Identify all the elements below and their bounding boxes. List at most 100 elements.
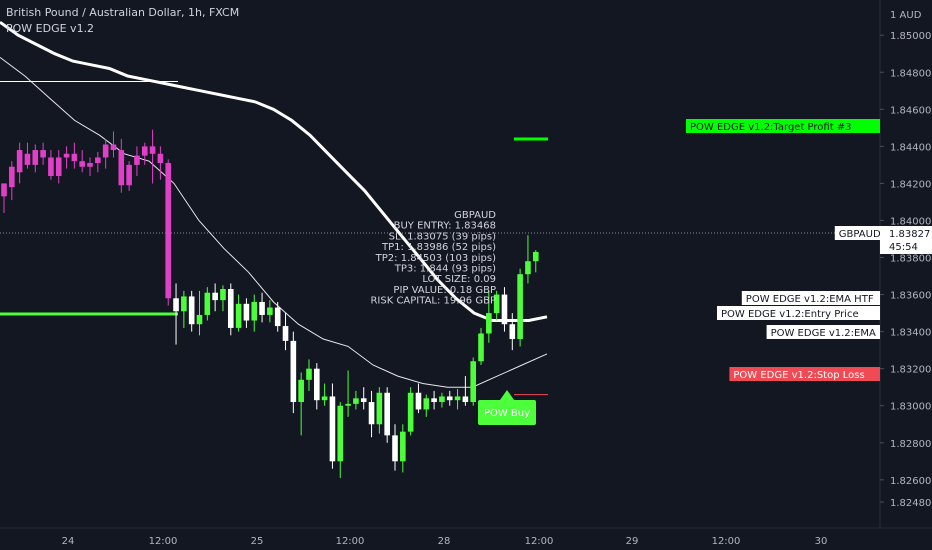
candle-body bbox=[368, 402, 375, 425]
ema-line bbox=[0, 56, 548, 388]
candle-body bbox=[110, 144, 117, 151]
price-tag-label: POW EDGE v1.2:EMA HTF bbox=[746, 294, 874, 305]
time-axis[interactable]: 24 12:00 25 12:00 28 12:00 29 12:00 30 bbox=[62, 536, 828, 547]
candle-body bbox=[212, 292, 218, 301]
price-tag-label: POW EDGE v1.2:Entry Price bbox=[721, 309, 859, 320]
candles bbox=[1, 129, 539, 478]
candle-body bbox=[321, 396, 328, 401]
candle-body bbox=[345, 403, 351, 406]
candle-body bbox=[196, 314, 203, 325]
candle-body bbox=[431, 398, 437, 403]
info-panel-line: BUY ENTRY: 1.83468 bbox=[394, 221, 496, 232]
time-tick-label: 12:00 bbox=[149, 536, 178, 547]
time-tick-label: 28 bbox=[438, 536, 451, 547]
info-panel-line: PIP VALUE: 0.18 GBP bbox=[393, 285, 496, 296]
candle-body bbox=[423, 398, 430, 410]
time-tick-label: 25 bbox=[251, 536, 264, 547]
price-tick-label: 1.83400 bbox=[890, 328, 931, 339]
candle-body bbox=[517, 274, 523, 340]
time-tick-label: 30 bbox=[815, 536, 828, 547]
candle-body bbox=[188, 296, 195, 325]
candle-body bbox=[55, 157, 62, 176]
price-tags: POW EDGE v1.2:Target Profit #3 GBPAUD POW … bbox=[686, 119, 932, 381]
candle-body bbox=[134, 155, 140, 165]
candle-body bbox=[267, 307, 273, 315]
candle-body bbox=[126, 164, 132, 186]
last-price-box bbox=[880, 226, 932, 254]
candle-body bbox=[525, 261, 531, 275]
buy-signal-label: POW Buy bbox=[484, 408, 530, 419]
price-tag-box bbox=[834, 226, 880, 240]
price-tag-label: GBPAUD bbox=[839, 229, 881, 240]
candle-body bbox=[282, 326, 289, 341]
candle-body bbox=[486, 313, 492, 334]
candle-body bbox=[400, 431, 406, 462]
price-tick-label: 1.82480 bbox=[890, 498, 931, 509]
candle-body bbox=[329, 396, 336, 462]
candle-body bbox=[165, 163, 172, 299]
time-tick-label: 12:00 bbox=[336, 536, 365, 547]
last-price-label: 1.83827 bbox=[889, 229, 930, 240]
candle-body bbox=[415, 392, 422, 410]
candle-body bbox=[298, 379, 304, 403]
candle-body bbox=[501, 294, 508, 325]
info-panel-line: TP2: 1.84503 (103 pips) bbox=[375, 253, 496, 264]
candle-body bbox=[439, 396, 445, 403]
price-tag-box bbox=[741, 291, 880, 305]
candle-body bbox=[454, 396, 461, 401]
price-tick-label: 1.82600 bbox=[890, 476, 931, 487]
price-tag-box bbox=[766, 325, 880, 339]
price-tick-label: 1.83800 bbox=[890, 254, 931, 265]
info-panel-line: GBPAUD bbox=[454, 210, 496, 221]
time-tick-label: 29 bbox=[626, 536, 639, 547]
info-panel-line: LOT SIZE: 0.09 bbox=[422, 274, 496, 285]
candle-body bbox=[274, 307, 281, 327]
candle-body bbox=[149, 146, 156, 154]
price-tick-label: 1.84400 bbox=[890, 142, 931, 153]
candle-body bbox=[227, 289, 234, 328]
candle-body bbox=[71, 153, 78, 162]
candle-body bbox=[141, 146, 148, 156]
candle-body bbox=[204, 292, 211, 315]
price-tick-label: 1.84200 bbox=[890, 179, 931, 190]
indicator-title: POW EDGE v1.2 bbox=[6, 22, 95, 35]
price-tag-box bbox=[729, 367, 880, 381]
price-tick-label: 1.83000 bbox=[890, 402, 931, 413]
info-panel-line: RISK CAPITAL: 19.96 GBP bbox=[370, 296, 496, 307]
candle-body bbox=[259, 301, 265, 315]
candle-body bbox=[532, 251, 539, 262]
candle-body bbox=[376, 392, 383, 425]
candle-body bbox=[478, 333, 484, 362]
price-tick-label: 1.84800 bbox=[890, 68, 931, 79]
countdown-label: 45:54 bbox=[889, 242, 918, 253]
info-panel-line: SL: 1.83075 (39 pips) bbox=[389, 231, 496, 242]
price-tick-label: 1.82800 bbox=[890, 439, 931, 450]
candle-body bbox=[306, 368, 312, 380]
candle-body bbox=[95, 157, 101, 164]
time-tick-label: 12:00 bbox=[712, 536, 741, 547]
candle-body bbox=[24, 153, 31, 165]
candle-body bbox=[509, 324, 516, 340]
candle-body bbox=[392, 435, 398, 462]
candle-body bbox=[235, 303, 242, 328]
candle-body bbox=[48, 157, 54, 176]
candle-body bbox=[102, 144, 109, 158]
price-tag-box bbox=[686, 119, 880, 133]
candle-body bbox=[384, 392, 390, 436]
candle-body bbox=[314, 368, 320, 401]
price-tag-label: POW EDGE v1.2:Target Profit #3 bbox=[690, 122, 852, 133]
time-tick-label: 12:00 bbox=[525, 536, 554, 547]
candle-body bbox=[16, 150, 23, 173]
candle-body bbox=[470, 361, 476, 403]
candle-body bbox=[32, 150, 39, 165]
price-tick-label: 1.84000 bbox=[890, 216, 931, 227]
price-axis[interactable]: 1.82480 1.82600 1.82800 1.83000 1.83200 1.834… bbox=[880, 10, 931, 509]
candle-body bbox=[181, 296, 187, 312]
candle-body bbox=[290, 340, 297, 403]
candle-body bbox=[1, 183, 7, 197]
candle-body bbox=[9, 166, 15, 188]
ema-htf-line bbox=[0, 20, 548, 322]
candle-body bbox=[353, 398, 359, 404]
